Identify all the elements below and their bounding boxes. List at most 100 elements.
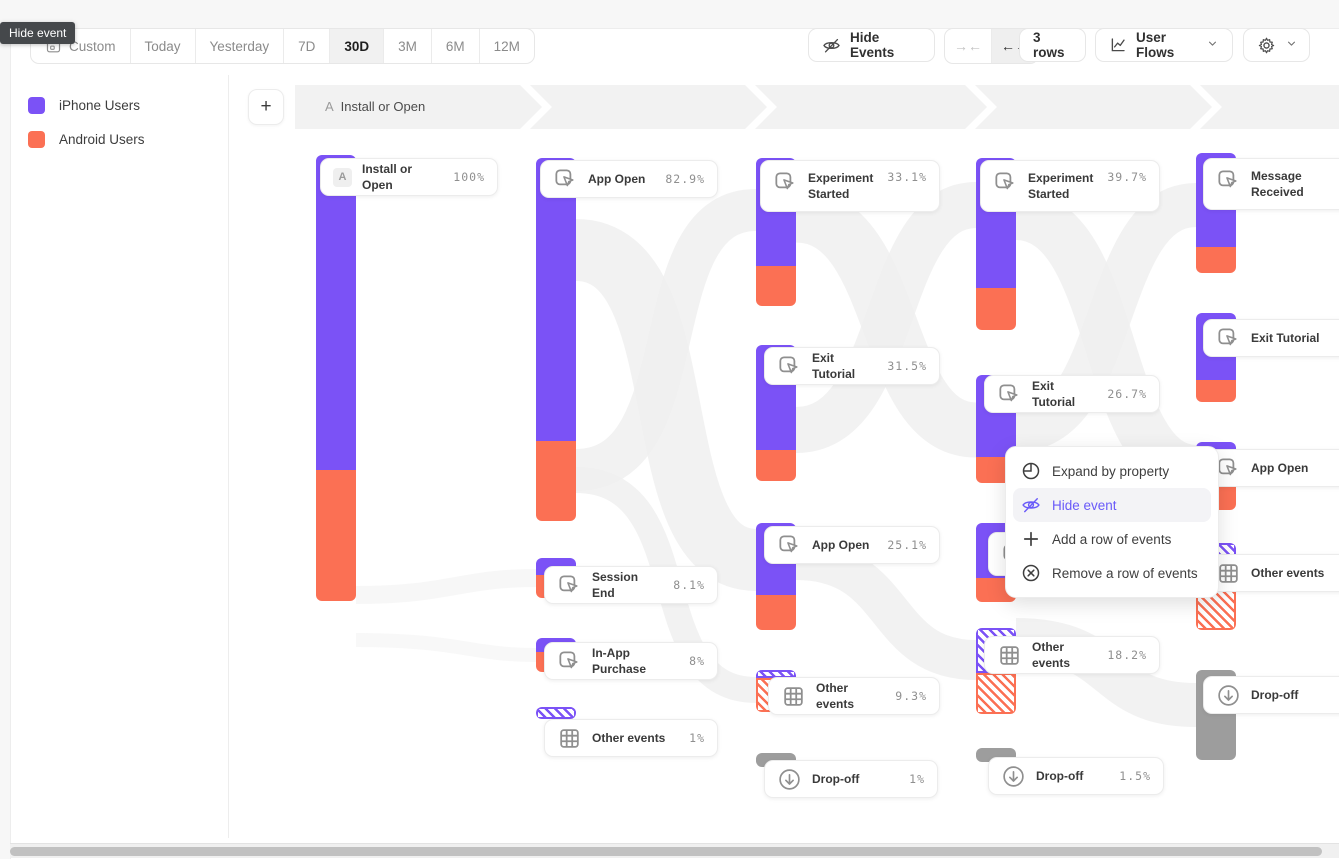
date-range-3m[interactable]: 3M <box>384 29 432 63</box>
chevron-down-icon <box>1206 37 1219 53</box>
view-type-label: User Flows <box>1136 30 1175 60</box>
event-card-app-open[interactable]: App Open <box>1203 449 1339 487</box>
flow-segment-android[interactable] <box>976 288 1016 330</box>
event-percent: 39.7% <box>1107 170 1147 184</box>
legend-label: iPhone Users <box>59 98 141 113</box>
event-name: Session End <box>592 569 639 600</box>
expand-property-icon <box>1021 461 1041 481</box>
date-range-6m[interactable]: 6M <box>432 29 480 63</box>
menu-item-remove-row-of-events[interactable]: Remove a row of events <box>1013 556 1211 590</box>
flow-segment-android[interactable] <box>756 266 796 306</box>
date-range-12m[interactable]: 12M <box>480 29 534 63</box>
event-name: Drop-off <box>1036 768 1084 783</box>
date-range-label: Yesterday <box>209 38 270 54</box>
menu-item-add-row-of-events[interactable]: Add a row of events <box>1013 522 1211 556</box>
event-percent: 82.9% <box>665 172 705 186</box>
event-card-drop-off[interactable]: Drop-off 1.5% <box>988 757 1164 795</box>
menu-item-hide-event[interactable]: Hide event <box>1013 488 1211 522</box>
event-card-session-end[interactable]: Session End 8.1% <box>544 566 718 604</box>
event-click-icon <box>1216 326 1241 351</box>
flow-segment-android[interactable] <box>1196 380 1236 402</box>
flow-segment-android[interactable] <box>756 595 796 630</box>
event-name: Other events <box>1032 639 1071 670</box>
date-range-label: 30D <box>344 38 370 54</box>
event-percent: 18.2% <box>1107 648 1147 662</box>
flow-segment-iphone-hatched[interactable] <box>756 670 796 678</box>
event-card-message-received[interactable]: Message Received <box>1203 158 1339 210</box>
flow-segment-android[interactable] <box>536 441 576 521</box>
collapse-columns-button[interactable]: →← <box>945 29 992 63</box>
hide-event-tooltip: Hide event <box>0 22 76 44</box>
flow-segment-android-hatched[interactable] <box>976 673 1016 714</box>
date-range-7d[interactable]: 7D <box>284 29 331 63</box>
flow-segment-iphone[interactable] <box>316 155 356 470</box>
event-percent: 31.5% <box>887 359 927 373</box>
event-percent: 33.1% <box>887 170 927 184</box>
event-card-exit-tutorial[interactable]: Exit Tutorial 26.7% <box>984 375 1160 413</box>
event-name: Experiment Started <box>808 171 874 202</box>
event-card-other-events[interactable]: Other events <box>1203 554 1339 592</box>
event-card-install-or-open[interactable]: A Install or Open 100% <box>320 158 498 196</box>
flow-bar[interactable] <box>536 158 576 521</box>
event-percent: 25.1% <box>887 538 927 552</box>
event-percent: 8% <box>689 654 705 668</box>
eye-off-icon <box>1021 495 1041 515</box>
date-range-yesterday[interactable]: Yesterday <box>196 29 285 63</box>
flow-segment-android[interactable] <box>1196 247 1236 273</box>
event-percent: 8.1% <box>673 578 705 592</box>
flow-segment-iphone-hatched[interactable] <box>536 707 576 719</box>
step-chevron-band[interactable] <box>295 85 1339 129</box>
flows-chart-icon <box>1109 36 1127 54</box>
event-context-menu: Expand by property Hide event Add a row … <box>1005 446 1219 598</box>
view-type-dropdown[interactable]: User Flows <box>1095 28 1233 62</box>
horizontal-scrollbar-track[interactable] <box>10 843 1339 858</box>
horizontal-scrollbar-thumb[interactable] <box>10 847 1322 856</box>
event-card-other-events[interactable]: Other events 18.2% <box>984 636 1160 674</box>
flow-bar[interactable] <box>536 707 576 719</box>
event-card-experiment-started[interactable]: Experiment Started 33.1% <box>760 160 940 212</box>
flow-bar[interactable] <box>316 155 356 601</box>
date-range-custom[interactable]: Custom <box>31 29 131 63</box>
event-name: Exit Tutorial <box>1251 330 1320 345</box>
event-click-icon <box>773 170 798 195</box>
sidebar-divider <box>228 75 229 838</box>
event-card-app-open[interactable]: App Open 82.9% <box>540 160 718 198</box>
date-range-today[interactable]: Today <box>131 29 196 63</box>
legend-item-android[interactable]: Android Users <box>28 131 145 148</box>
event-card-other-events[interactable]: Other events 1% <box>544 719 718 757</box>
date-range-30d-selected[interactable]: 30D <box>330 29 385 63</box>
menu-item-label: Hide event <box>1052 497 1117 513</box>
event-card-other-events[interactable]: Other events 9.3% <box>768 677 940 715</box>
event-name: Drop-off <box>812 771 860 786</box>
event-name: Install or Open <box>362 161 413 192</box>
event-name: Other events <box>1251 565 1325 580</box>
rows-count-label: 3 rows <box>1033 30 1065 60</box>
android-color-swatch <box>28 131 45 148</box>
event-card-drop-off[interactable]: Drop-off <box>1203 676 1339 714</box>
event-click-icon <box>993 170 1018 195</box>
menu-item-expand-by-property[interactable]: Expand by property <box>1013 454 1211 488</box>
flow-segment-android[interactable] <box>316 470 356 601</box>
event-card-app-open[interactable]: App Open 25.1% <box>764 526 940 564</box>
event-card-exit-tutorial[interactable]: Exit Tutorial <box>1203 319 1339 357</box>
event-percent: 100% <box>453 170 485 184</box>
eye-off-icon <box>822 36 841 55</box>
event-card-experiment-started[interactable]: Experiment Started 39.7% <box>980 160 1160 212</box>
flow-segment-iphone[interactable] <box>536 158 576 441</box>
add-step-button[interactable]: + <box>248 89 284 125</box>
event-click-icon <box>997 382 1022 407</box>
event-card-in-app-purchase[interactable]: In-App Purchase 8% <box>544 642 718 680</box>
drop-off-icon <box>1216 683 1241 708</box>
event-percent: 9.3% <box>895 689 927 703</box>
event-card-exit-tutorial[interactable]: Exit Tutorial 31.5% <box>764 347 940 385</box>
rows-count-button[interactable]: 3 rows <box>1019 28 1086 62</box>
menu-item-label: Remove a row of events <box>1052 565 1198 581</box>
settings-dropdown[interactable] <box>1243 28 1310 62</box>
menu-item-label: Add a row of events <box>1052 531 1172 547</box>
legend-item-iphone[interactable]: iPhone Users <box>28 97 140 114</box>
flow-segment-android[interactable] <box>756 450 796 481</box>
event-name: App Open <box>588 171 646 186</box>
hide-events-button[interactable]: Hide Events <box>808 28 935 62</box>
event-name: Experiment Started <box>1028 171 1094 202</box>
event-card-drop-off[interactable]: Drop-off 1% <box>764 760 938 798</box>
